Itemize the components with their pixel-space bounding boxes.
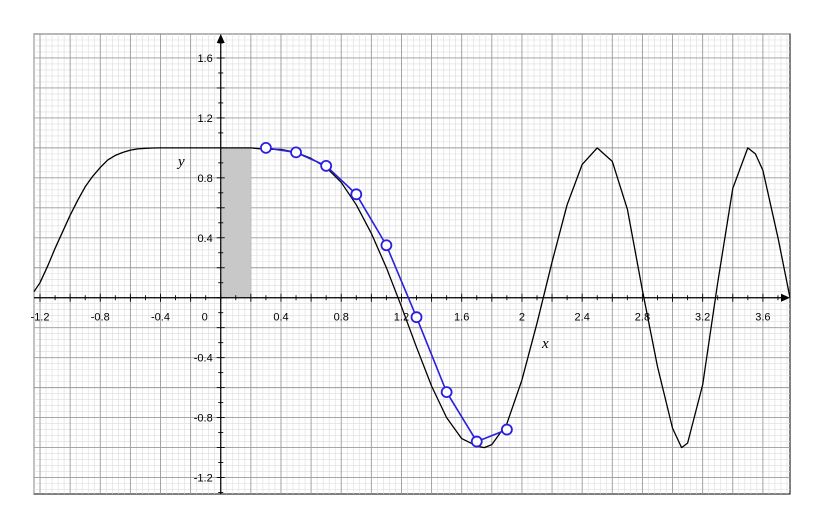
series-point <box>410 311 423 324</box>
sample-series <box>260 141 513 448</box>
y-tick-label: -1.2 <box>194 473 213 485</box>
series-point <box>470 435 483 448</box>
x-tick-label: 1.2 <box>394 312 409 324</box>
series-point <box>290 146 302 159</box>
x-axis-arrow <box>781 293 790 302</box>
x-tick-label: 0 <box>202 312 208 324</box>
x-tick-label: -0.8 <box>91 312 110 324</box>
shaded-rectangle <box>220 147 251 298</box>
series-point <box>500 423 513 436</box>
y-axis-label: y <box>176 154 185 170</box>
y-tick-label: 0.4 <box>197 233 212 245</box>
x-tick-label: -0.4 <box>151 312 170 324</box>
shaded-region <box>220 147 251 298</box>
x-tick-label: 2 <box>519 312 525 324</box>
plot-frame <box>33 33 791 495</box>
series-point <box>320 159 333 172</box>
function-curve-line <box>33 147 791 449</box>
function-curve <box>33 147 791 449</box>
x-tick-label: 0.4 <box>273 312 288 324</box>
y-tick-label: 0.8 <box>197 173 212 185</box>
y-axis-arrow <box>216 34 225 43</box>
series-point <box>350 188 363 201</box>
tick-labels: -1.2 -0.8 -0.4 0 0.4 0.8 1.2 1.6 2 2.4 2.8 3.2 3.6 1.… <box>31 53 771 485</box>
x-tick-label: 0.8 <box>334 312 349 324</box>
series-point <box>440 386 453 399</box>
axes <box>34 34 790 494</box>
y-tick-label: 1.6 <box>197 53 212 65</box>
x-tick-label: 2.4 <box>575 312 590 324</box>
series-point <box>260 141 272 154</box>
y-tick-label: -0.8 <box>194 413 213 425</box>
x-axis-label: x <box>541 336 549 352</box>
x-tick-label: -1.2 <box>31 312 50 324</box>
x-tick-label: 3.6 <box>755 312 770 324</box>
x-tick-label: 2.8 <box>635 312 650 324</box>
x-tick-label: 3.2 <box>695 312 710 324</box>
x-tick-label: 1.6 <box>454 312 469 324</box>
series-point <box>380 239 393 252</box>
y-tick-label: 1.2 <box>197 113 212 125</box>
y-tick-label: -0.4 <box>194 353 213 365</box>
